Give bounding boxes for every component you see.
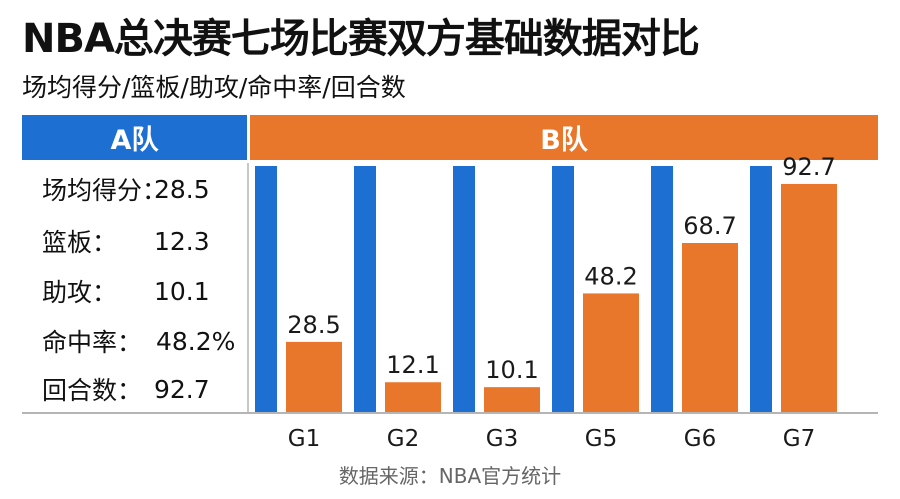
team-a-bar-g5 (552, 166, 574, 412)
x-tick-label-g1: G1 (288, 426, 320, 452)
stat-row-fg-pct: 命中率： 48.2% (42, 323, 235, 359)
x-tick-label-g3: G3 (486, 426, 518, 452)
x-tick-label-g6: G6 (684, 426, 716, 452)
stat-value: 92.7 (154, 374, 210, 404)
team-a-label: A队 (110, 125, 159, 156)
data-label-g7: 92.7 (782, 153, 835, 181)
stat-row-points: 场均得分： 28.5 (42, 171, 210, 207)
chart-title: NBA总决赛七场比赛双方基础数据对比 (22, 16, 700, 62)
team-a-bar-g7 (750, 166, 772, 412)
team-b-label: B队 (540, 125, 588, 156)
stat-value: 12.3 (154, 226, 210, 256)
x-tick-label-g7: G7 (783, 426, 815, 452)
chart-subtitle: 场均得分/篮板/助攻/命中率/回合数 (22, 73, 406, 102)
team-a-header: A队 (22, 115, 247, 160)
data-source: 数据来源：NBA官方统计 (338, 464, 562, 488)
x-tick-label-g5: G5 (585, 426, 617, 452)
team-a-bar-g1 (255, 166, 277, 412)
stat-label: 回合数： (42, 376, 143, 405)
team-b-bar-g1 (286, 341, 342, 412)
stat-label: 助攻： (42, 278, 118, 307)
team-b-bar-g2 (385, 382, 441, 412)
stat-row-possessions: 回合数： 92.7 (42, 371, 210, 407)
data-label-g2: 12.1 (386, 351, 439, 379)
team-a-bar-g6 (651, 166, 673, 412)
stat-row-rebounds: 篮板： 12.3 (42, 223, 210, 259)
team-b-bar-g6 (682, 242, 738, 412)
team-b-header: B队 (250, 115, 878, 160)
bar-chart: 28.5 G1 12.1 G2 10.1 G3 48.2 G5 68.7 G6 92.7 G7 (255, 153, 837, 452)
team-b-bar-g7 (781, 183, 837, 412)
x-tick-label-g2: G2 (387, 426, 419, 452)
team-b-bar-g3 (484, 387, 540, 412)
stat-value: 10.1 (154, 276, 210, 306)
stat-value: 48.2% (156, 326, 236, 356)
team-b-bar-g5 (583, 293, 639, 412)
data-label-g5: 48.2 (584, 262, 637, 290)
stat-label: 篮板： (42, 228, 118, 257)
stat-label: 命中率： (42, 328, 143, 357)
team-a-stats-panel: 场均得分： 28.5 篮板： 12.3 助攻： 10.1 命中率： 48.2% … (22, 163, 249, 413)
stat-value: 28.5 (154, 174, 210, 204)
data-label-g6: 68.7 (683, 212, 736, 240)
chart-baseline (22, 412, 878, 414)
team-a-bar-g3 (453, 166, 475, 412)
stat-row-assists: 助攻： 10.1 (42, 273, 210, 309)
data-label-g3: 10.1 (485, 356, 538, 384)
stat-label: 场均得分： (42, 176, 168, 205)
team-a-bar-g2 (354, 166, 376, 412)
data-label-g1: 28.5 (287, 311, 340, 339)
